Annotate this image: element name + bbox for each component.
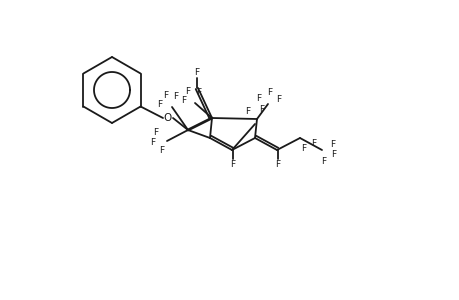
Text: F: F xyxy=(245,106,250,116)
Text: F: F xyxy=(331,149,336,158)
Text: F: F xyxy=(173,92,178,100)
Text: F: F xyxy=(150,137,155,146)
Text: F: F xyxy=(157,100,162,109)
Text: F: F xyxy=(230,160,235,169)
Text: F: F xyxy=(153,128,158,136)
Text: O: O xyxy=(163,113,172,123)
Text: F: F xyxy=(267,88,272,97)
Text: F: F xyxy=(159,146,164,154)
Text: F: F xyxy=(163,91,168,100)
Text: F: F xyxy=(181,95,186,104)
Text: F: F xyxy=(330,140,335,148)
Text: F: F xyxy=(301,143,306,152)
Text: F: F xyxy=(275,160,280,169)
Text: F: F xyxy=(321,157,326,166)
Text: F: F xyxy=(185,86,190,95)
Text: F: F xyxy=(276,94,281,103)
Text: F: F xyxy=(311,139,316,148)
Text: F: F xyxy=(196,88,201,97)
Text: F: F xyxy=(194,68,199,76)
Text: F: F xyxy=(256,94,261,103)
Text: F: F xyxy=(259,104,264,113)
